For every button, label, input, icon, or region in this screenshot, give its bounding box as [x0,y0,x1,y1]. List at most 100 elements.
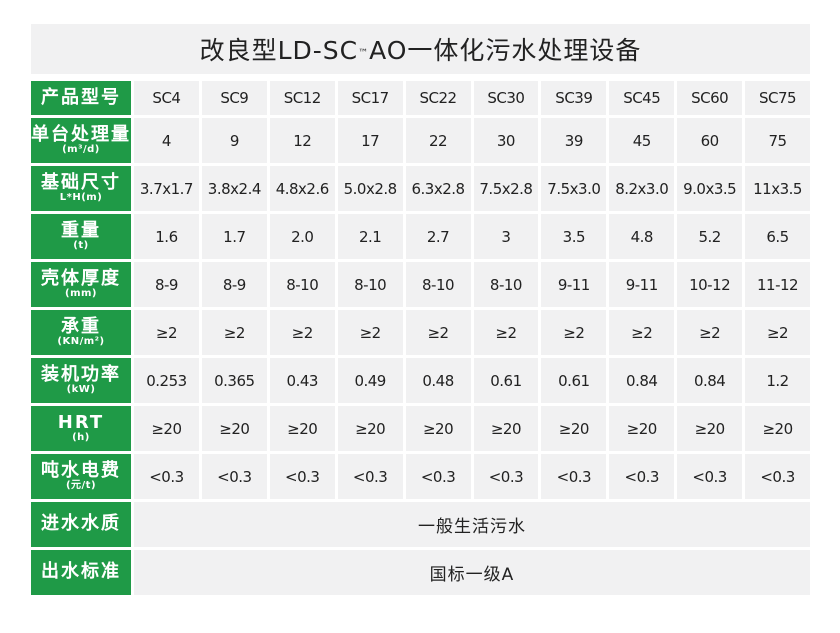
table-cell: 3 [473,214,539,259]
table-cell: 0.84 [609,358,675,403]
row-label-text: 进水水质 [41,513,121,535]
table-cell: 39 [541,118,607,163]
table-cell: 0.43 [269,358,335,403]
row-unit: (KN/m²) [57,335,105,347]
table-cell: SC39 [541,81,607,115]
table-cell: 8-10 [473,262,539,307]
title-text: 改良型LD-SC [199,36,359,65]
table-cell: 7.5x2.8 [473,166,539,211]
table-cell: <0.3 [473,454,539,499]
table-cell: SC12 [269,81,335,115]
row-label: 吨水电费 (元/t) [31,454,131,499]
table-cell: 5.2 [677,214,743,259]
row-label-text: 重量 [61,219,101,241]
table-cell: 0.49 [337,358,403,403]
title-text-rest: AO一体化污水处理设备 [369,36,642,65]
table-cell: <0.3 [745,454,810,499]
table-cell: 8-10 [405,262,471,307]
table-cell: 17 [337,118,403,163]
row-label: 出水标准 [31,550,131,595]
table-cell: ≥20 [473,406,539,451]
table-cell: 8.2x3.0 [609,166,675,211]
table-cell: ≥20 [134,406,199,451]
table-cell: 10-12 [677,262,743,307]
table-cell: 75 [745,118,810,163]
table-cell: <0.3 [405,454,471,499]
table-cell: ≥2 [745,310,810,355]
table-cell: SC30 [473,81,539,115]
table-cell: 9 [201,118,267,163]
table-cell: 0.61 [541,358,607,403]
table-cell: 1.7 [201,214,267,259]
table-cell: <0.3 [541,454,607,499]
row-label-text: 基础尺寸 [41,171,121,193]
row-label: 产品型号 [31,81,131,115]
table-cell: 0.84 [677,358,743,403]
table-title: 改良型LD-SC ™ AO一体化污水处理设备 [31,24,810,74]
row-unit: (h) [72,431,90,443]
row-label-text: 出水标准 [41,561,121,583]
table-cell: 2.1 [337,214,403,259]
table-cell: 2.7 [405,214,471,259]
table-cell: SC60 [677,81,743,115]
row-unit: L*H(m) [59,191,103,203]
table-cell: ≥2 [134,310,199,355]
table-cell: 5.0x2.8 [337,166,403,211]
table-cell: 9.0x3.5 [677,166,743,211]
table-cell: ≥20 [609,406,675,451]
table-cell: 3.7x1.7 [134,166,199,211]
table-cell: 45 [609,118,675,163]
table-cell: ≥20 [677,406,743,451]
table-cell: 1.6 [134,214,199,259]
row-label-text: 壳体厚度 [41,267,121,289]
table-cell: ≥20 [269,406,335,451]
table-cell: SC45 [609,81,675,115]
table-cell: ≥20 [405,406,471,451]
table-cell: 0.61 [473,358,539,403]
table-cell: <0.3 [134,454,199,499]
table-cell: 9-11 [541,262,607,307]
table-cell: 3.5 [541,214,607,259]
table-cell: ≥20 [745,406,810,451]
trademark: ™ [358,47,370,59]
table-cell: 1.2 [745,358,810,403]
table-cell: 7.5x3.0 [541,166,607,211]
row-unit: (mm) [65,287,97,299]
row-label: 进水水质 [31,502,131,547]
row-label: 承重 (KN/m²) [31,310,131,355]
row-label-text: HRT [57,411,105,433]
table-cell: 8-9 [201,262,267,307]
row-label-text: 承重 [61,315,101,337]
table-cell: SC75 [745,81,810,115]
table-cell: SC4 [134,81,199,115]
spec-table: 产品型号 SC4 SC9 SC12 SC17 SC22 SC30 SC39 SC45 SC60 SC… [31,81,810,595]
row-label: 单台处理量 (m³/d) [31,118,131,163]
table-cell: ≥2 [201,310,267,355]
row-label: 壳体厚度 (mm) [31,262,131,307]
table-cell: SC17 [337,81,403,115]
table-cell: ≥2 [269,310,335,355]
merged-cell: 国标一级A [134,550,810,595]
table-cell: 6.5 [745,214,810,259]
table-cell: 4 [134,118,199,163]
table-cell: ≥2 [337,310,403,355]
row-label: HRT (h) [31,406,131,451]
table-cell: <0.3 [269,454,335,499]
table-cell: <0.3 [337,454,403,499]
row-label-text: 单台处理量 [31,123,131,145]
table-cell: 2.0 [269,214,335,259]
table-cell: 9-11 [609,262,675,307]
table-cell: 11-12 [745,262,810,307]
table-cell: <0.3 [201,454,267,499]
table-cell: 11x3.5 [745,166,810,211]
table-cell: SC9 [201,81,267,115]
table-cell: 22 [405,118,471,163]
table-cell: 3.8x2.4 [201,166,267,211]
table-cell: ≥20 [201,406,267,451]
merged-cell: 一般生活污水 [134,502,810,547]
row-unit: (kW) [66,383,96,395]
row-label-text: 产品型号 [41,86,121,108]
table-cell: 6.3x2.8 [405,166,471,211]
table-cell: 8-10 [337,262,403,307]
table-cell: ≥2 [541,310,607,355]
